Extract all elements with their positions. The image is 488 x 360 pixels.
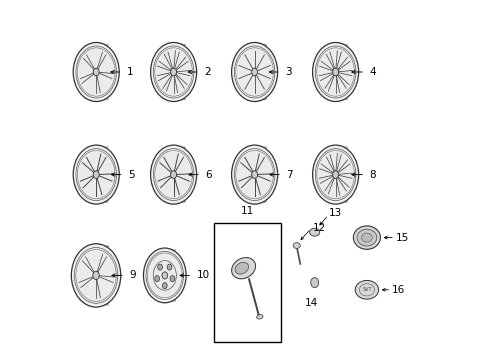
Ellipse shape: [231, 145, 277, 204]
Text: 5: 5: [128, 170, 134, 180]
Ellipse shape: [155, 275, 159, 282]
Text: 9: 9: [129, 270, 136, 280]
Text: 16: 16: [391, 285, 405, 295]
Ellipse shape: [353, 226, 380, 249]
Text: 14: 14: [305, 298, 318, 308]
Ellipse shape: [170, 68, 176, 76]
Text: 15: 15: [395, 233, 408, 243]
Text: 7: 7: [285, 170, 292, 180]
Ellipse shape: [231, 42, 277, 102]
Text: 4: 4: [369, 67, 375, 77]
Ellipse shape: [361, 233, 371, 242]
Ellipse shape: [256, 315, 263, 319]
Ellipse shape: [73, 42, 119, 102]
Ellipse shape: [315, 46, 355, 98]
Ellipse shape: [251, 171, 257, 179]
Ellipse shape: [234, 149, 274, 201]
Text: 6: 6: [205, 170, 211, 180]
Ellipse shape: [234, 46, 274, 98]
Ellipse shape: [312, 42, 358, 102]
Ellipse shape: [356, 229, 376, 246]
Ellipse shape: [76, 149, 116, 201]
Bar: [213, 223, 280, 342]
Text: 10: 10: [196, 270, 209, 280]
Text: SVT: SVT: [362, 287, 371, 292]
Text: 13: 13: [328, 208, 342, 219]
Ellipse shape: [170, 275, 174, 282]
Ellipse shape: [76, 46, 116, 98]
Ellipse shape: [93, 271, 99, 279]
Ellipse shape: [235, 262, 248, 274]
Ellipse shape: [310, 278, 318, 288]
Ellipse shape: [167, 264, 171, 270]
Ellipse shape: [162, 272, 167, 279]
Ellipse shape: [158, 264, 162, 270]
Ellipse shape: [315, 149, 355, 201]
Ellipse shape: [73, 145, 119, 204]
Ellipse shape: [251, 68, 257, 76]
Ellipse shape: [74, 248, 118, 303]
Ellipse shape: [231, 257, 255, 279]
Ellipse shape: [150, 42, 196, 102]
Ellipse shape: [153, 149, 193, 201]
Text: 2: 2: [203, 67, 210, 77]
Ellipse shape: [312, 145, 358, 204]
Ellipse shape: [354, 280, 378, 299]
Text: 11: 11: [240, 206, 253, 216]
Ellipse shape: [93, 171, 99, 179]
Text: 3: 3: [285, 67, 291, 77]
Text: 1: 1: [126, 67, 133, 77]
Ellipse shape: [146, 251, 183, 300]
Ellipse shape: [153, 46, 193, 98]
Ellipse shape: [170, 171, 176, 179]
Ellipse shape: [143, 248, 186, 303]
Text: 8: 8: [369, 170, 375, 180]
Ellipse shape: [162, 283, 167, 289]
Text: 12: 12: [312, 223, 325, 233]
Ellipse shape: [292, 243, 300, 248]
Ellipse shape: [309, 228, 319, 236]
Ellipse shape: [150, 145, 196, 204]
Ellipse shape: [93, 68, 99, 76]
Ellipse shape: [71, 244, 121, 307]
Ellipse shape: [332, 68, 338, 76]
Ellipse shape: [332, 171, 338, 179]
